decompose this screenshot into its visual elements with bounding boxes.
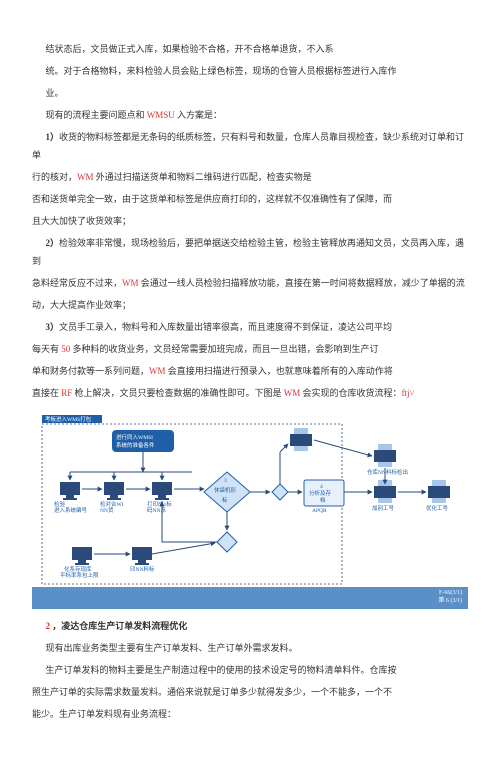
para: 急料经常反应不过来，WM 会通过一线人员检验扫描释放功能，直接在第一时间将数据释…	[32, 274, 468, 292]
highlight: WM	[122, 278, 141, 288]
monitor-icon	[104, 482, 124, 500]
svg-text:3: 3	[224, 478, 227, 484]
para: 1）收货的物料标签都是无条码的纸质标签，只有料号和数量，仓库人员靠目视检查，缺少…	[32, 128, 468, 164]
link-text: ftj˅	[402, 388, 415, 398]
svg-text:系统的准备各件: 系统的准备各件	[116, 441, 155, 449]
svg-text:化系存现库: 化系存现库	[64, 565, 92, 573]
svg-text:休袋机形: 休袋机形	[214, 486, 237, 494]
svg-text:进行同入WMSI: 进行同入WMSI	[116, 433, 153, 441]
para: 3）文员手工录入，物料号和入库数量出错率很高，而且速度得不到保证，凌达公司平均	[32, 318, 468, 336]
section-heading: 2 ，凌达仓库生产订单发料流程优化	[32, 617, 468, 635]
printer-icon	[290, 428, 312, 451]
svg-text:NN货: NN货	[100, 506, 114, 514]
list-num: 2）	[46, 238, 60, 248]
highlight: WM	[77, 172, 96, 182]
svg-text:检对合WI: 检对合WI	[100, 500, 124, 508]
para: 2）检验效率非常慢，现场检验后，要把单据送交给检验主管，检验主管释放再通知文员，…	[32, 234, 468, 270]
svg-text:优化工号: 优化工号	[426, 504, 449, 512]
svg-text:印NN料标: 印NN料标	[130, 565, 155, 573]
highlight: WM	[149, 366, 168, 376]
para: 动，大大提高作业效率；	[32, 296, 468, 314]
para: 现有出库业务类型主要有生产订单发料、生产订单外需求发料。	[32, 639, 468, 657]
svg-text:仓库NN料标检出: 仓库NN料标检出	[367, 468, 408, 476]
svg-text:档: 档	[320, 496, 326, 504]
highlight: WMSU	[147, 110, 177, 120]
diagram-header: 考板进入WMS打包	[45, 415, 92, 423]
svg-text:APQR: APQR	[312, 508, 327, 514]
svg-text:标: 标	[222, 496, 228, 504]
svg-text:检验: 检验	[54, 500, 66, 508]
para: 能少。生产订单发料现有业务流程：	[32, 705, 468, 723]
highlight: WM	[284, 388, 303, 398]
para: 否和送货单完全一致，由于这货单和标签是供应商打印的，这样就不仅准确性有了保障，而	[32, 190, 468, 208]
printer-icon	[374, 444, 396, 467]
para: 且大大加快了收货效率；	[32, 212, 468, 230]
para: 业。	[32, 84, 468, 102]
diagram-footer: F-66(3/1) 第 6 (3/1)	[32, 587, 468, 609]
flowchart-diagram: .lbl{font-size:5.5px; fill:#1f5fa8; font…	[32, 412, 468, 609]
svg-text:平标率系包上限: 平标率系包上限	[60, 571, 99, 579]
svg-text:进入系统编号: 进入系统编号	[54, 506, 88, 514]
monitor-icon	[132, 547, 152, 565]
para: 每天有 50 多种料的收货业务，文员经常需要加班完成，而且一旦出错，会影响到生产…	[32, 340, 468, 358]
monitor-icon	[60, 482, 80, 500]
monitor-icon	[72, 547, 92, 565]
list-num: 3）	[46, 322, 60, 332]
para: 生产订单发料的物料主要是生产制造过程中的使用的技术设定号的物料清单料件。仓库按	[32, 661, 468, 679]
printer-icon	[428, 480, 450, 503]
svg-text:码NN系: 码NN系	[147, 506, 166, 514]
highlight: RF	[61, 388, 74, 398]
svg-text:分析及存: 分析及存	[309, 489, 332, 497]
para: 直接在 RF 枪上解决，文员只要检查数据的准确性即可。下图是 WM 会实现的仓库…	[32, 384, 468, 402]
list-num: 1）	[46, 132, 60, 142]
monitor-icon	[152, 482, 172, 500]
highlight: 50	[61, 344, 72, 354]
para: 单和财务付款等一系列问题，WM 会直接用扫描进行预录入，也就意味着所有的入库动作…	[32, 362, 468, 380]
para: 结状态后，文员做正式入库，如果检验不合格，开不合格单退货，不入系	[32, 40, 468, 58]
para: 行的核对，WM 外通过扫描送货单和物料二维码进行匹配，检查实物是	[32, 168, 468, 186]
para: 照生产订单的实际需求数量发料。通俗来说就是订单多少就得发多少，一个不能多，一个不	[32, 683, 468, 701]
svg-text:打印成1标: 打印成1标	[147, 500, 172, 508]
svg-text:4: 4	[320, 484, 323, 490]
para: 统。对于合格物料，来料检验人员会贴上绿色标签，现场的仓管人员根据标签进行入库作	[32, 62, 468, 80]
svg-text:加别工号: 加别工号	[372, 504, 395, 512]
para: 现有的流程主要问题点和 WMSU 入方案是：	[32, 106, 468, 124]
